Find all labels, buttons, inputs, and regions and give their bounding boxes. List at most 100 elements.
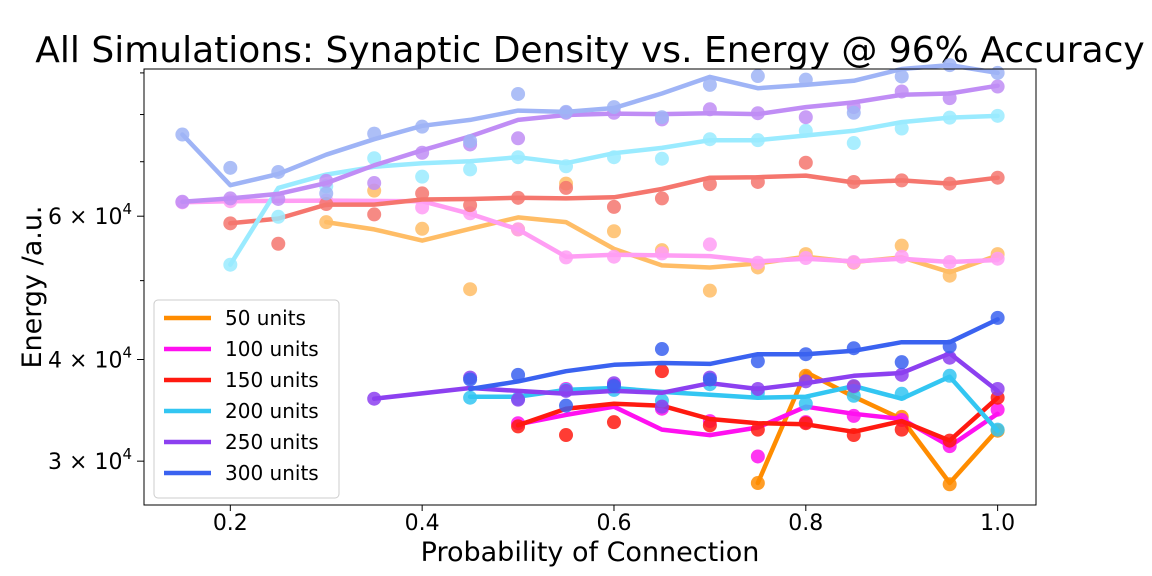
data-point	[511, 392, 526, 407]
data-point	[798, 155, 813, 170]
x-tick-label: 0.4	[405, 511, 440, 536]
data-point	[606, 199, 621, 214]
data-point	[846, 379, 861, 394]
series-7	[175, 193, 1005, 270]
series-line	[755, 369, 1000, 486]
y-tick-exponent: 4	[122, 445, 132, 463]
series-layer	[175, 58, 1005, 492]
data-point	[798, 110, 813, 125]
data-point	[463, 162, 478, 177]
data-point	[702, 77, 717, 92]
y-tick-base: 10	[94, 348, 122, 373]
data-point	[654, 342, 669, 357]
data-point	[606, 224, 621, 239]
data-point	[463, 198, 478, 213]
data-point	[463, 134, 478, 149]
data-point	[559, 398, 574, 413]
legend-label: 300 units	[225, 461, 319, 485]
data-point	[463, 282, 478, 297]
data-point	[894, 69, 909, 84]
data-point	[271, 236, 286, 251]
data-point	[846, 388, 861, 403]
data-point	[415, 186, 430, 201]
data-point	[654, 110, 669, 125]
legend-label: 200 units	[225, 399, 319, 423]
data-point	[271, 209, 286, 224]
data-point	[750, 422, 765, 437]
data-point	[559, 180, 574, 195]
data-point	[846, 105, 861, 120]
data-point	[750, 449, 765, 464]
data-point	[606, 415, 621, 430]
data-point	[702, 372, 717, 387]
series-line	[180, 62, 1000, 188]
data-point	[367, 176, 382, 191]
data-point	[654, 191, 669, 206]
series-line	[180, 83, 1000, 205]
x-tick-label: 0.6	[596, 511, 631, 536]
series-line	[467, 374, 1000, 433]
legend-label: 250 units	[225, 430, 319, 454]
data-point	[894, 422, 909, 437]
y-tick-label: 3 × 104	[48, 445, 132, 475]
data-point	[798, 396, 813, 411]
x-tick-label: 1.0	[980, 511, 1015, 536]
y-tick-mantissa: 6	[48, 205, 62, 230]
series-line	[180, 198, 1000, 265]
series-5	[463, 310, 1005, 413]
y-tick-exponent: 4	[122, 343, 132, 361]
x-axis-label: Probability of Connection	[421, 537, 760, 568]
y-tick-times: ×	[62, 205, 94, 230]
data-point	[894, 238, 909, 253]
series-10	[175, 79, 1005, 209]
y-axis-label: Energy /a.u.	[17, 205, 48, 368]
data-point	[654, 399, 669, 414]
legend-label: 150 units	[225, 368, 319, 392]
data-point	[559, 428, 574, 443]
y-tick-mantissa: 4	[48, 348, 62, 373]
data-point	[654, 364, 669, 379]
y-tick-exponent: 4	[122, 200, 132, 218]
data-point	[463, 372, 478, 387]
y-tick-times: ×	[62, 348, 94, 373]
legend-label: 100 units	[225, 337, 319, 361]
data-point	[319, 186, 334, 201]
y-tick-base: 10	[94, 205, 122, 230]
x-tick-label: 0.2	[213, 511, 248, 536]
legend: 50 units 100 units 150 units 200 units 250 u…	[153, 299, 340, 499]
data-point	[654, 151, 669, 166]
data-point	[415, 169, 430, 184]
data-point	[367, 207, 382, 222]
data-point	[223, 160, 238, 175]
series-8	[223, 155, 1005, 251]
x-tick-label: 0.8	[788, 511, 823, 536]
data-point	[846, 136, 861, 151]
y-tick-label: 6 × 104	[48, 200, 132, 230]
y-tick-label: 4 × 104	[48, 343, 132, 373]
series-4	[367, 350, 1005, 414]
series-3	[463, 368, 1005, 437]
data-point	[367, 151, 382, 166]
data-point	[894, 355, 909, 370]
legend-label: 50 units	[225, 306, 306, 330]
data-point	[702, 283, 717, 298]
data-point	[606, 379, 621, 394]
series-11	[175, 58, 1005, 201]
data-point	[511, 86, 526, 101]
series-2	[511, 364, 1005, 448]
y-tick-mantissa: 3	[48, 450, 62, 475]
data-point	[511, 131, 526, 146]
data-point	[511, 367, 526, 382]
data-point	[415, 221, 430, 236]
data-point	[750, 354, 765, 369]
data-point	[702, 237, 717, 252]
data-point	[750, 69, 765, 84]
series-line	[228, 113, 1000, 267]
series-line	[515, 395, 1000, 443]
data-point	[702, 418, 717, 433]
series-line	[228, 173, 1000, 226]
chart-title: All Simulations: Synaptic Density vs. En…	[35, 30, 1144, 71]
data-point	[990, 402, 1005, 417]
